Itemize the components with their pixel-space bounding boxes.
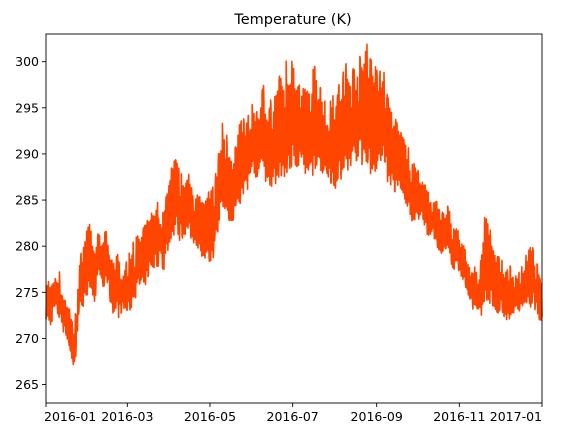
y-axis: 265 270 275 280 285 290 295 300: [15, 54, 46, 392]
x-tick-label: 2016-01: [44, 409, 96, 424]
y-tick-label: 300: [15, 54, 39, 69]
y-tick-label: 275: [15, 285, 39, 300]
series-layer: [45, 43, 543, 366]
x-tick-label: 2016-11: [433, 409, 485, 424]
y-tick-label: 295: [15, 100, 39, 115]
x-axis: 2016-01 2016-03 2016-05 2016-07 2016-09 2016-…: [44, 403, 543, 424]
y-tick-label: 285: [15, 193, 39, 208]
temperature-series-line: [45, 43, 543, 366]
y-tick-label: 270: [15, 331, 39, 346]
x-tick-label: 2016-07: [267, 409, 319, 424]
x-tick-label: 2016-09: [351, 409, 403, 424]
y-tick-label: 265: [15, 377, 39, 392]
x-tick-label: 2016-03: [101, 409, 153, 424]
x-tick-label: 2016-05: [184, 409, 236, 424]
chart-title: Temperature (K): [233, 12, 351, 28]
plot-frame: [45, 33, 543, 404]
y-tick-label: 290: [15, 146, 39, 161]
x-tick-label: 2017-01: [490, 409, 542, 424]
y-tick-label: 280: [15, 239, 39, 254]
